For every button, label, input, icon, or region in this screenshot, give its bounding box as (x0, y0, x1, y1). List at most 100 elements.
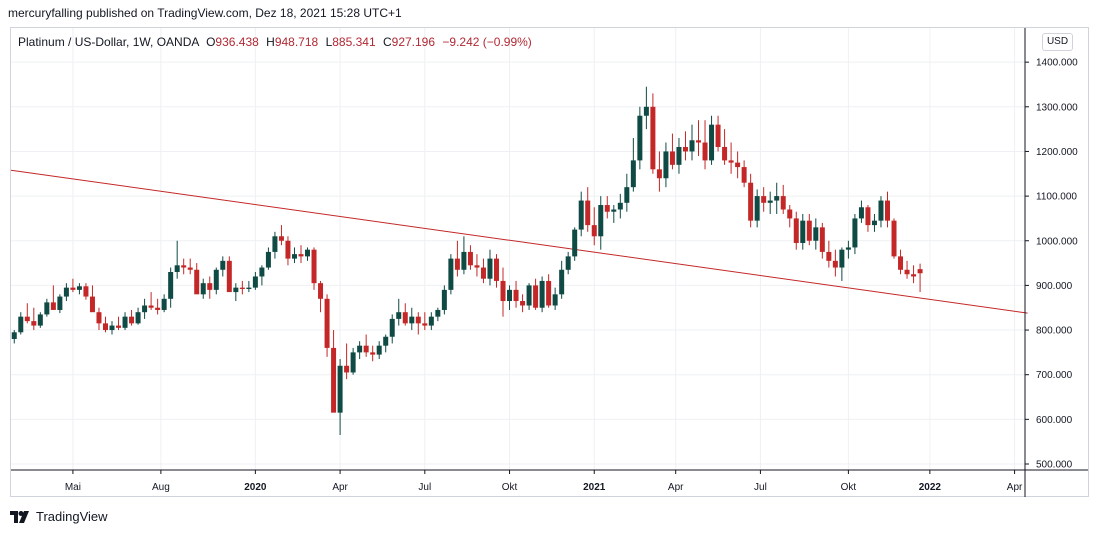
close-value: 927.196 (391, 35, 436, 49)
candle-body (448, 258, 454, 290)
candle-up (37, 312, 43, 328)
candle-body (461, 251, 467, 270)
candle-body (109, 325, 115, 331)
candle-up (630, 138, 636, 192)
chart-frame[interactable] (10, 27, 1089, 497)
tradingview-logo-icon (10, 510, 29, 523)
candle-body (735, 162, 741, 168)
low-value: 885.341 (332, 35, 376, 49)
candle-down (402, 303, 408, 326)
close-label: C (382, 35, 392, 49)
candle-down (311, 247, 317, 290)
candle-body (513, 289, 519, 302)
candles (11, 86, 923, 435)
candle-down (793, 211, 799, 250)
candle-up (637, 106, 643, 170)
candle-down (454, 240, 460, 277)
candle-body (565, 256, 571, 270)
candle-body (891, 220, 897, 257)
candle-up (578, 191, 584, 237)
candle-up (624, 173, 630, 212)
candle-up (259, 265, 265, 286)
candle-body (11, 332, 17, 339)
price-axis[interactable]: 500.000 600.000 700.000 800.000 900.000 1000.… (1025, 58, 1078, 471)
candle-down (96, 307, 102, 331)
candle-body (187, 267, 193, 270)
candle-down (207, 276, 213, 299)
candle-body (624, 187, 630, 203)
candle-body (31, 321, 37, 326)
publish-info: mercuryfalling published on TradingView.… (8, 6, 402, 20)
candle-up (709, 115, 715, 165)
candle-down (546, 274, 552, 308)
candle-body (780, 196, 786, 210)
candle-body (102, 323, 108, 331)
candle-down (722, 129, 728, 165)
price-tick-label: 1300.000 (1036, 102, 1078, 113)
candle-body (813, 227, 819, 241)
candle-up (598, 196, 604, 250)
price-tick-label: 500.000 (1036, 460, 1073, 471)
candle-body (363, 345, 369, 353)
candle-down (83, 283, 89, 300)
candle-down (370, 345, 376, 362)
candle-up (76, 283, 82, 295)
candle-body (480, 267, 486, 279)
tradingview-logo[interactable]: TradingView (10, 509, 108, 524)
candle-down (500, 267, 506, 317)
candle-body (389, 318, 395, 337)
candle-body (709, 124, 715, 161)
candle-up (839, 247, 845, 281)
candle-body (161, 298, 167, 310)
candle-down (181, 258, 187, 275)
candle-body (285, 240, 291, 259)
candle-body (239, 287, 245, 289)
candle-up (461, 236, 467, 275)
candle-body (83, 286, 89, 297)
candle-down (278, 225, 284, 246)
candle-up (871, 213, 877, 232)
candle-body (630, 160, 636, 188)
price-tick-label: 1400.000 (1036, 58, 1078, 69)
candle-down (780, 184, 786, 214)
candle-body (135, 312, 141, 324)
candle-body (441, 289, 447, 310)
candle-up (109, 321, 115, 335)
candle-up (435, 307, 441, 322)
candle-up (220, 256, 226, 277)
candle-down (865, 205, 871, 232)
symbol-title: Platinum / US-Dollar, 1W, OANDA (18, 35, 199, 49)
candle-up (291, 247, 297, 264)
candle-down (194, 263, 200, 295)
time-tick-label: Jul (754, 482, 767, 493)
time-axis[interactable]: Mai Aug 2020 Apr Jul Okt 2021 Apr Jul Okt 2022 Apr (65, 470, 1023, 493)
candle-body (370, 352, 376, 355)
candle-up (852, 213, 858, 255)
candle-body (181, 265, 187, 268)
candle-up (63, 283, 69, 302)
currency-button[interactable]: USD (1042, 33, 1073, 51)
open-label: O (206, 35, 216, 49)
candle-up (11, 330, 17, 344)
candle-down (285, 236, 291, 266)
candle-body (318, 283, 324, 299)
candle-body (344, 365, 350, 373)
candle-body (207, 283, 213, 290)
candle-down (702, 120, 708, 170)
candle-up (174, 240, 180, 279)
candle-body (298, 254, 304, 257)
candle-up (122, 312, 128, 331)
candle-down (669, 133, 675, 170)
candle-body (226, 260, 232, 293)
candle-down (604, 196, 610, 219)
candle-down (696, 120, 702, 156)
candle-down (331, 330, 337, 413)
candle-up (507, 285, 513, 310)
candle-down (89, 285, 95, 313)
candle-body (819, 227, 825, 252)
high-value: 948.718 (274, 35, 319, 49)
candle-up (559, 260, 565, 299)
candle-down (728, 142, 734, 174)
candle-body (246, 287, 252, 289)
